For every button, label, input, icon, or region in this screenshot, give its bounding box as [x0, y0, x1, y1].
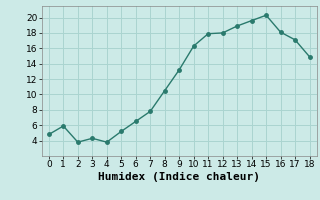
X-axis label: Humidex (Indice chaleur): Humidex (Indice chaleur) — [98, 172, 260, 182]
